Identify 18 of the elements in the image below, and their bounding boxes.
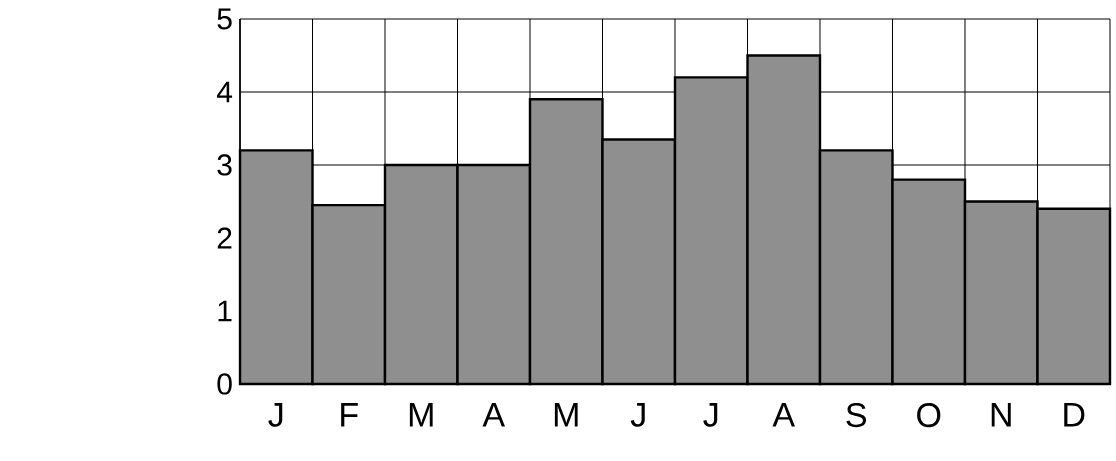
x-tick-label: J: [630, 403, 645, 427]
x-tick-label: N: [991, 403, 1011, 427]
x-tick-label: M: [409, 403, 433, 427]
x-tick-label: A: [482, 403, 506, 427]
x-tick-label: S: [846, 403, 867, 428]
y-tick-label: 4: [216, 81, 233, 103]
x-tick-label: D: [1064, 403, 1085, 427]
x-tick-label: J: [268, 403, 283, 427]
y-tick-label: 1: [218, 300, 232, 322]
x-tick-label: A: [772, 403, 796, 427]
x-tick-label: M: [554, 403, 578, 427]
y-tick-label: 5: [217, 8, 232, 30]
y-tick-label: 2: [217, 227, 232, 249]
x-tick-label: O: [917, 403, 941, 428]
x-tick-label: F: [341, 403, 358, 427]
y-tick-label: 0: [217, 373, 232, 395]
y-tick-label: 3: [217, 154, 232, 176]
x-tick-label: J: [703, 403, 718, 427]
